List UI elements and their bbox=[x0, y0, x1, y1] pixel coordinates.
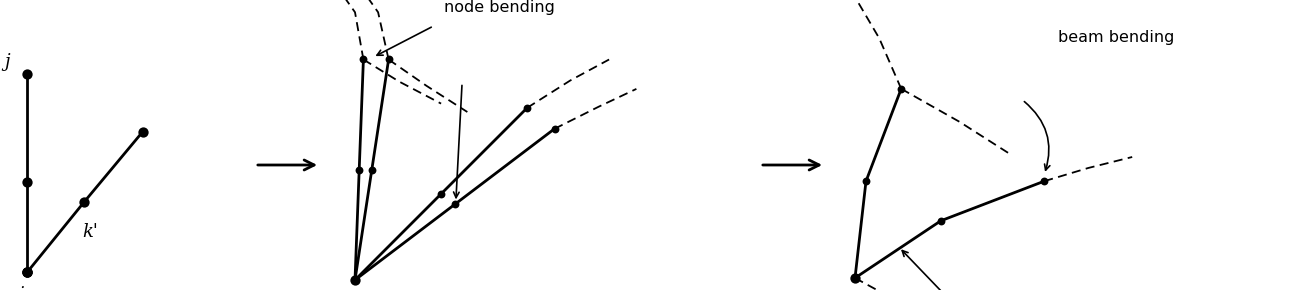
Point bbox=[844, 276, 865, 280]
Point bbox=[345, 278, 366, 282]
Text: k': k' bbox=[82, 223, 99, 241]
Point bbox=[74, 200, 95, 204]
Point bbox=[345, 278, 366, 282]
Point bbox=[349, 167, 369, 172]
Point bbox=[345, 278, 366, 282]
Point bbox=[379, 57, 399, 62]
Point bbox=[362, 167, 382, 172]
Point bbox=[516, 106, 537, 110]
Point bbox=[17, 270, 38, 274]
Point bbox=[445, 202, 466, 207]
Text: j: j bbox=[4, 53, 9, 71]
Text: node bending: node bending bbox=[444, 0, 556, 15]
Point bbox=[17, 270, 38, 274]
Text: i: i bbox=[18, 286, 23, 290]
Point bbox=[17, 72, 38, 76]
Point bbox=[133, 129, 154, 134]
Point bbox=[856, 179, 877, 184]
Point bbox=[891, 86, 912, 91]
Point bbox=[345, 278, 366, 282]
Point bbox=[431, 192, 451, 196]
Point bbox=[353, 57, 373, 62]
Point bbox=[544, 126, 565, 131]
Text: beam bending: beam bending bbox=[1059, 30, 1175, 45]
Point bbox=[1034, 179, 1055, 184]
Point bbox=[17, 270, 38, 274]
Point bbox=[844, 276, 865, 280]
Point bbox=[345, 278, 366, 282]
Point bbox=[930, 218, 951, 223]
Point bbox=[17, 180, 38, 184]
Point bbox=[844, 276, 865, 280]
